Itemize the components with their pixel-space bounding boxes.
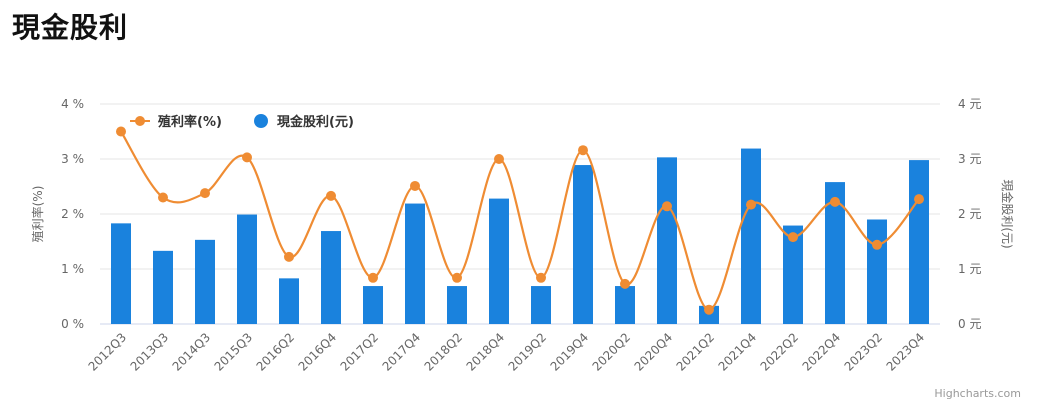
x-tick-label: 2016Q4 — [296, 330, 340, 374]
yield-point[interactable] — [326, 190, 336, 201]
left-tick-label: 2 % — [61, 207, 84, 221]
x-tick-label: 2020Q2 — [590, 330, 634, 374]
dividend-bar[interactable] — [825, 182, 845, 324]
legend-dot-symbol — [135, 116, 145, 126]
yield-point[interactable] — [200, 188, 210, 199]
yield-point[interactable] — [494, 154, 504, 164]
dividend-bar[interactable] — [741, 148, 761, 324]
legend-label-dividend: 現金股利(元) — [277, 114, 354, 130]
x-tick-label: 2020Q4 — [632, 330, 676, 374]
yield-point[interactable] — [872, 239, 882, 250]
yield-spline — [120, 130, 920, 311]
legend-item-yield[interactable]: 殖利率(%) — [130, 114, 222, 130]
right-tick-label: 2 元 — [958, 207, 981, 221]
left-axis-title: 殖利率(%) — [30, 186, 45, 243]
x-tick-label: 2014Q3 — [170, 330, 214, 374]
x-tick-label: 2017Q2 — [338, 330, 382, 374]
dividend-bar[interactable] — [195, 239, 215, 324]
yield-point[interactable] — [158, 192, 168, 203]
dividend-bar[interactable] — [153, 250, 173, 324]
yield-point[interactable] — [620, 278, 630, 289]
x-tick-label: 2018Q2 — [422, 330, 466, 374]
legend-label-yield: 殖利率(%) — [157, 114, 222, 130]
x-tick-label: 2016Q2 — [254, 330, 298, 374]
dividend-bar[interactable] — [279, 278, 299, 324]
dividend-bar[interactable] — [573, 165, 593, 324]
yield-point[interactable] — [788, 232, 798, 243]
dividend-bar[interactable] — [111, 223, 131, 324]
left-tick-label: 4 % — [61, 97, 84, 111]
x-tick-label: 2023Q4 — [884, 330, 928, 374]
dividend-bar[interactable] — [405, 203, 425, 324]
left-tick-label: 1 % — [61, 262, 84, 276]
yield-point[interactable] — [410, 180, 420, 191]
yield-point[interactable] — [662, 201, 672, 212]
x-tick-label: 2022Q2 — [758, 330, 802, 374]
left-tick-label: 3 % — [61, 152, 84, 166]
yield-point[interactable] — [536, 272, 546, 283]
yield-point[interactable] — [704, 304, 714, 315]
x-tick-label: 2023Q2 — [842, 330, 886, 374]
dividend-bar[interactable] — [699, 305, 719, 324]
dividend-bar[interactable] — [237, 214, 257, 324]
dividend-bars — [111, 148, 929, 325]
page-title: 現金股利 — [12, 11, 129, 44]
right-tick-label: 4 元 — [958, 97, 981, 111]
highcharts-credit[interactable]: Highcharts.com — [934, 387, 1021, 400]
legend-item-dividend[interactable]: 現金股利(元) — [254, 114, 354, 130]
yield-point[interactable] — [746, 199, 756, 210]
dividend-bar[interactable] — [531, 286, 551, 324]
dividend-bar[interactable] — [783, 225, 803, 324]
left-tick-label: 0 % — [61, 317, 84, 331]
yield-point[interactable] — [578, 145, 588, 156]
x-tick-label: 2015Q3 — [212, 330, 256, 374]
dividend-bar[interactable] — [867, 219, 887, 325]
right-tick-label: 0 元 — [958, 317, 981, 331]
yield-point[interactable] — [452, 272, 462, 283]
dividend-bar[interactable] — [489, 198, 509, 324]
yield-point[interactable] — [368, 272, 378, 283]
right-axis-title: 現金股利(元) — [1000, 179, 1015, 248]
dividend-bar[interactable] — [657, 157, 677, 324]
yield-point[interactable] — [830, 196, 840, 207]
yield-point[interactable] — [242, 152, 252, 163]
dividend-bar[interactable] — [447, 286, 467, 324]
x-tick-label: 2013Q3 — [128, 330, 172, 374]
yield-point[interactable] — [284, 251, 294, 262]
legend-bar-symbol — [254, 114, 268, 128]
dividend-bar[interactable] — [615, 286, 635, 324]
dividend-bar[interactable] — [909, 160, 929, 324]
grid-lines — [100, 103, 940, 325]
x-tick-label: 2012Q3 — [86, 330, 130, 374]
yield-point[interactable] — [914, 194, 924, 205]
right-tick-label: 3 元 — [958, 152, 981, 166]
x-tick-label: 2017Q4 — [380, 330, 424, 374]
x-tick-label: 2019Q2 — [506, 330, 550, 374]
x-tick-label: 2021Q4 — [716, 330, 760, 374]
x-tick-label: 2019Q4 — [548, 330, 592, 374]
legend: 殖利率(%) 現金股利(元) — [130, 114, 354, 130]
x-tick-label: 2018Q4 — [464, 330, 508, 374]
dividend-bar[interactable] — [363, 286, 383, 324]
x-tick-label: 2021Q2 — [674, 330, 718, 374]
x-tick-label: 2022Q4 — [800, 330, 844, 374]
yield-line — [116, 126, 924, 315]
dividend-bar[interactable] — [321, 231, 341, 324]
right-tick-label: 1 元 — [958, 262, 981, 276]
yield-point[interactable] — [116, 126, 126, 137]
